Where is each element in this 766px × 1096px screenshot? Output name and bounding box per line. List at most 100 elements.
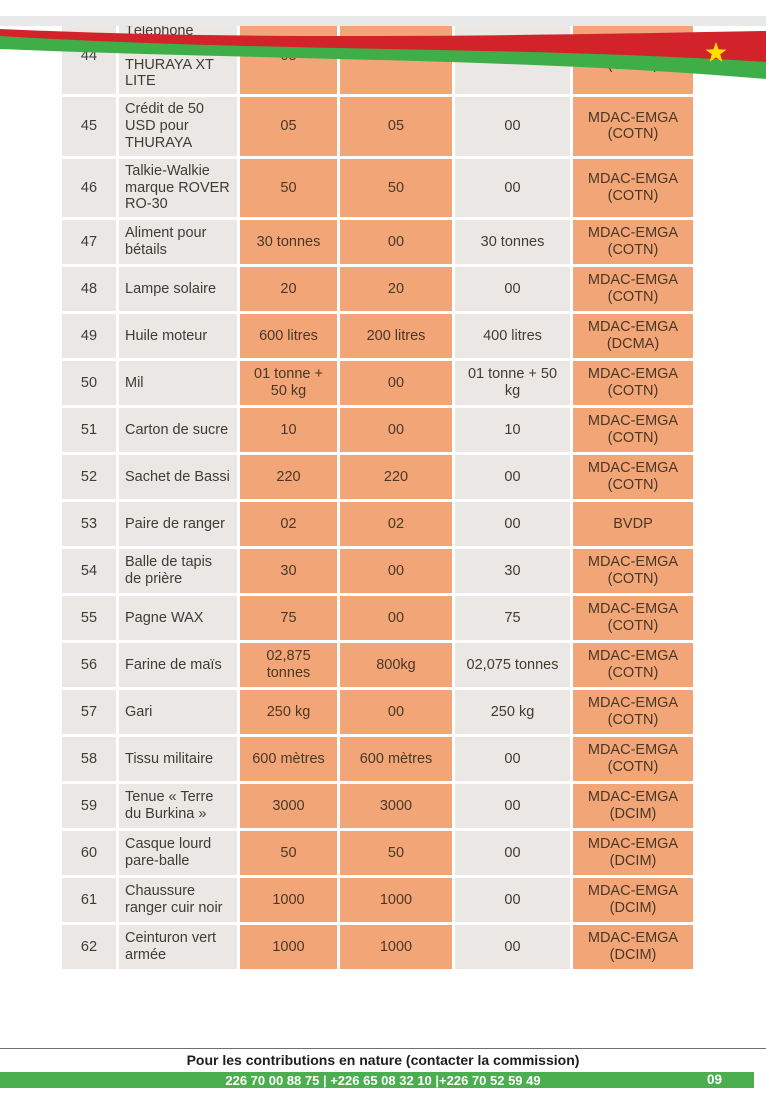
table-row: 59 Tenue « Terre du Burkina » 3000 3000 … bbox=[62, 784, 693, 829]
cell-row-number: 53 bbox=[62, 502, 116, 547]
cell-beneficiary: MDAC-EMGA (COTN) bbox=[573, 158, 693, 218]
cell-beneficiary: MDAC-EMGA (COTN) bbox=[573, 97, 693, 156]
cell-row-number: 44 bbox=[62, 19, 116, 95]
cell-qty-3: 00 bbox=[455, 158, 570, 218]
cell-qty-1: 50 bbox=[240, 158, 337, 218]
cell-item-name: Crédit de 50 USD pour THURAYA bbox=[119, 97, 237, 156]
cell-qty-3: 00 bbox=[455, 925, 570, 970]
table-row: 45 Crédit de 50 USD pour THURAYA 05 05 0… bbox=[62, 97, 693, 156]
cell-qty-1: 20 bbox=[240, 267, 337, 312]
cell-beneficiary: MDAC-EMGA (COTN) bbox=[573, 267, 693, 312]
cell-qty-1: 1000 bbox=[240, 925, 337, 970]
table-row: 47 Aliment pour bétails 30 tonnes 00 30 … bbox=[62, 220, 693, 265]
footer-phone-bar: 226 70 00 88 75 | +226 65 08 32 10 |+226… bbox=[0, 1072, 754, 1088]
cell-row-number: 47 bbox=[62, 220, 116, 265]
cell-qty-2: 600 mètres bbox=[340, 737, 452, 782]
cell-beneficiary: MDAC-EMGA (DCIM) bbox=[573, 925, 693, 970]
cell-beneficiary: MDAC-EMGA (COTN) bbox=[573, 455, 693, 500]
cell-qty-2: 05 bbox=[340, 97, 452, 156]
table-row: 49 Huile moteur 600 litres 200 litres 40… bbox=[62, 314, 693, 359]
cell-qty-3: 02,075 tonnes bbox=[455, 643, 570, 688]
cell-qty-3: 01 tonne + 50 kg bbox=[455, 361, 570, 406]
cell-beneficiary: MDAC-EMGA (DCIM) bbox=[573, 784, 693, 829]
cell-row-number: 51 bbox=[62, 408, 116, 453]
cell-qty-3: 00 bbox=[455, 831, 570, 876]
footer-divider bbox=[0, 1048, 766, 1049]
cell-qty-2: 220 bbox=[340, 455, 452, 500]
cell-item-name: Aliment pour bétails bbox=[119, 220, 237, 265]
cell-item-name: Tenue « Terre du Burkina » bbox=[119, 784, 237, 829]
cell-item-name: Pagne WAX bbox=[119, 596, 237, 641]
cell-row-number: 59 bbox=[62, 784, 116, 829]
cell-item-name: Sachet de Bassi bbox=[119, 455, 237, 500]
cell-qty-3: 00 bbox=[455, 784, 570, 829]
table-row: 50 Mil 01 tonne + 50 kg 00 01 tonne + 50… bbox=[62, 361, 693, 406]
cell-item-name: Ceinturon vert armée bbox=[119, 925, 237, 970]
cell-qty-1: 30 tonnes bbox=[240, 220, 337, 265]
cell-qty-1: 30 bbox=[240, 549, 337, 594]
cell-qty-2: 800kg bbox=[340, 643, 452, 688]
cell-row-number: 48 bbox=[62, 267, 116, 312]
cell-qty-2: 00 bbox=[340, 596, 452, 641]
cell-item-name: Balle de tapis de prière bbox=[119, 549, 237, 594]
cell-qty-1: 02 bbox=[240, 502, 337, 547]
cell-row-number: 55 bbox=[62, 596, 116, 641]
cell-qty-3: 30 tonnes bbox=[455, 220, 570, 265]
cell-qty-3: 00 bbox=[455, 878, 570, 923]
table-row: 60 Casque lourd pare-balle 50 50 00 MDAC… bbox=[62, 831, 693, 876]
cell-qty-3: 10 bbox=[455, 408, 570, 453]
table-row: 56 Farine de maïs 02,875 tonnes 800kg 02… bbox=[62, 643, 693, 688]
cell-beneficiary: MDAC-EMGA (DCIM) bbox=[573, 831, 693, 876]
cell-qty-1: 02,875 tonnes bbox=[240, 643, 337, 688]
table-row: 57 Gari 250 kg 00 250 kg MDAC-EMGA (COTN… bbox=[62, 690, 693, 735]
cell-qty-1: 600 litres bbox=[240, 314, 337, 359]
table-row: 55 Pagne WAX 75 00 75 MDAC-EMGA (COTN) bbox=[62, 596, 693, 641]
cell-qty-2: 50 bbox=[340, 831, 452, 876]
cell-qty-1: 250 kg bbox=[240, 690, 337, 735]
cell-qty-1: 75 bbox=[240, 596, 337, 641]
cell-item-name: Mil bbox=[119, 361, 237, 406]
cell-row-number: 60 bbox=[62, 831, 116, 876]
cell-item-name: Chaussure ranger cuir noir bbox=[119, 878, 237, 923]
page-number: 09 bbox=[706, 1072, 722, 1087]
footer-note: Pour les contributions en nature (contac… bbox=[186, 1052, 580, 1068]
cell-item-name: Casque lourd pare-balle bbox=[119, 831, 237, 876]
cell-qty-2: 3000 bbox=[340, 784, 452, 829]
table-row: 62 Ceinturon vert armée 1000 1000 00 MDA… bbox=[62, 925, 693, 970]
cell-qty-3: 400 litres bbox=[455, 314, 570, 359]
cell-row-number: 52 bbox=[62, 455, 116, 500]
cell-beneficiary: MDAC-EMGA (COTN) bbox=[573, 737, 693, 782]
cell-qty-3: 30 bbox=[455, 549, 570, 594]
cell-qty-3: 250 kg bbox=[455, 690, 570, 735]
cell-qty-2: 200 litres bbox=[340, 314, 452, 359]
cell-beneficiary: MDAC-EMGA (COTN) bbox=[573, 361, 693, 406]
cell-item-name: Talkie-Walkie marque ROVER RO-30 bbox=[119, 158, 237, 218]
cell-qty-3: 00 bbox=[455, 455, 570, 500]
cell-qty-3: 00 bbox=[455, 267, 570, 312]
cell-item-name: Carton de sucre bbox=[119, 408, 237, 453]
cell-qty-2: 1000 bbox=[340, 878, 452, 923]
cell-row-number: 46 bbox=[62, 158, 116, 218]
cell-beneficiary: MDAC-EMGA (DCMA) bbox=[573, 314, 693, 359]
cell-qty-1: 50 bbox=[240, 831, 337, 876]
green-wave bbox=[0, 36, 766, 79]
cell-beneficiary: MDAC-EMGA (COTN) bbox=[573, 643, 693, 688]
cell-qty-1: 1000 bbox=[240, 878, 337, 923]
cell-qty-2: 02 bbox=[340, 502, 452, 547]
table-row: 54 Balle de tapis de prière 30 00 30 MDA… bbox=[62, 549, 693, 594]
cell-row-number: 62 bbox=[62, 925, 116, 970]
cell-qty-2: 00 bbox=[340, 549, 452, 594]
contributions-table: 44 Téléphone satellitaire THURAYA XT LIT… bbox=[59, 16, 696, 972]
cell-item-name: Lampe solaire bbox=[119, 267, 237, 312]
cell-qty-2: 00 bbox=[340, 361, 452, 406]
cell-beneficiary: MDAC-EMGA (COTN) bbox=[573, 408, 693, 453]
cell-qty-2: 00 bbox=[340, 408, 452, 453]
cell-beneficiary: BVDP bbox=[573, 502, 693, 547]
cell-qty-3: 00 bbox=[455, 97, 570, 156]
table-row: 53 Paire de ranger 02 02 00 BVDP bbox=[62, 502, 693, 547]
cell-beneficiary: MDAC-EMGA (DCIM) bbox=[573, 878, 693, 923]
cell-item-name: Gari bbox=[119, 690, 237, 735]
document-page: 44 Téléphone satellitaire THURAYA XT LIT… bbox=[0, 16, 766, 1096]
cell-qty-2: 00 bbox=[340, 220, 452, 265]
cell-row-number: 49 bbox=[62, 314, 116, 359]
